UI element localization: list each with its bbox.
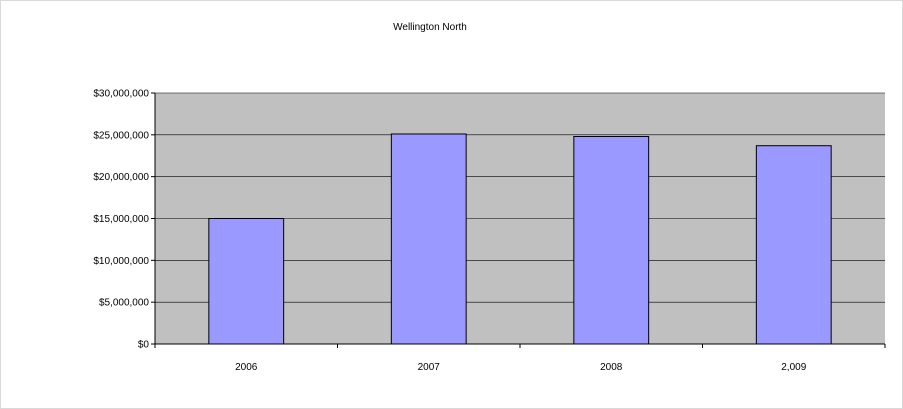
bar-2008 bbox=[573, 136, 650, 345]
y-tick-label: $10,000,000 bbox=[93, 256, 149, 267]
bar-2009 bbox=[755, 145, 832, 345]
axes bbox=[154, 93, 886, 348]
bar-2006 bbox=[208, 218, 285, 345]
x-tick-label: 2006 bbox=[235, 362, 258, 373]
y-tick-label: $20,000,000 bbox=[93, 172, 149, 183]
y-tick-label: $0 bbox=[138, 340, 150, 351]
x-tick-labels: 2006 2007 2008 2,009 bbox=[235, 362, 807, 373]
x-tick-label: 2,009 bbox=[781, 362, 806, 373]
y-tick-label: $25,000,000 bbox=[93, 130, 149, 141]
chart-title: Wellington North bbox=[393, 22, 467, 33]
y-tick-label: $15,000,000 bbox=[93, 214, 149, 225]
bar-2007 bbox=[390, 133, 467, 345]
x-tick-label: 2008 bbox=[600, 362, 623, 373]
y-tick-labels: $0 $5,000,000 $10,000,000 $15,000,000 $20,00… bbox=[93, 89, 149, 351]
y-tick-label: $30,000,000 bbox=[93, 89, 149, 100]
y-tick-label: $5,000,000 bbox=[99, 298, 149, 309]
bars bbox=[208, 133, 832, 345]
x-tick-label: 2007 bbox=[418, 362, 441, 373]
